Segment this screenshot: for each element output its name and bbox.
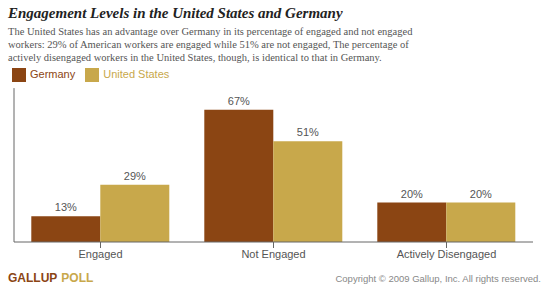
svg-text:Actively Disengaged: Actively Disengaged [397, 248, 497, 260]
svg-text:67%: 67% [228, 95, 250, 107]
html-text:workers: 29% of American worke: workers: 29% of American workers are eng… [8, 39, 409, 50]
html-text:GALLUP POLL: GALLUP POLL [8, 271, 94, 285]
svg-text:51%: 51% [297, 126, 319, 138]
svg-text:Engaged: Engaged [78, 248, 122, 260]
svg-text:20%: 20% [401, 188, 423, 200]
svg-text:20%: 20% [470, 188, 492, 200]
html-text:actively disengaged workers in: actively disengaged workers in the Unite… [8, 52, 382, 63]
html-text:Germany: Germany [30, 68, 76, 80]
svg-text:29%: 29% [124, 170, 146, 182]
svg-text:Not Engaged: Not Engaged [241, 248, 305, 260]
html-text:United States: United States [103, 68, 170, 80]
html-text:The United States has an advan: The United States has an advantage over … [8, 26, 413, 37]
html-text:Copyright © 2009 Gallup, Inc.: Copyright © 2009 Gallup, Inc. All rights… [335, 273, 541, 284]
html-text:Engagement Levels in the Unite: Engagement Levels in the United States a… [8, 5, 343, 21]
svg-text:13%: 13% [55, 201, 77, 213]
